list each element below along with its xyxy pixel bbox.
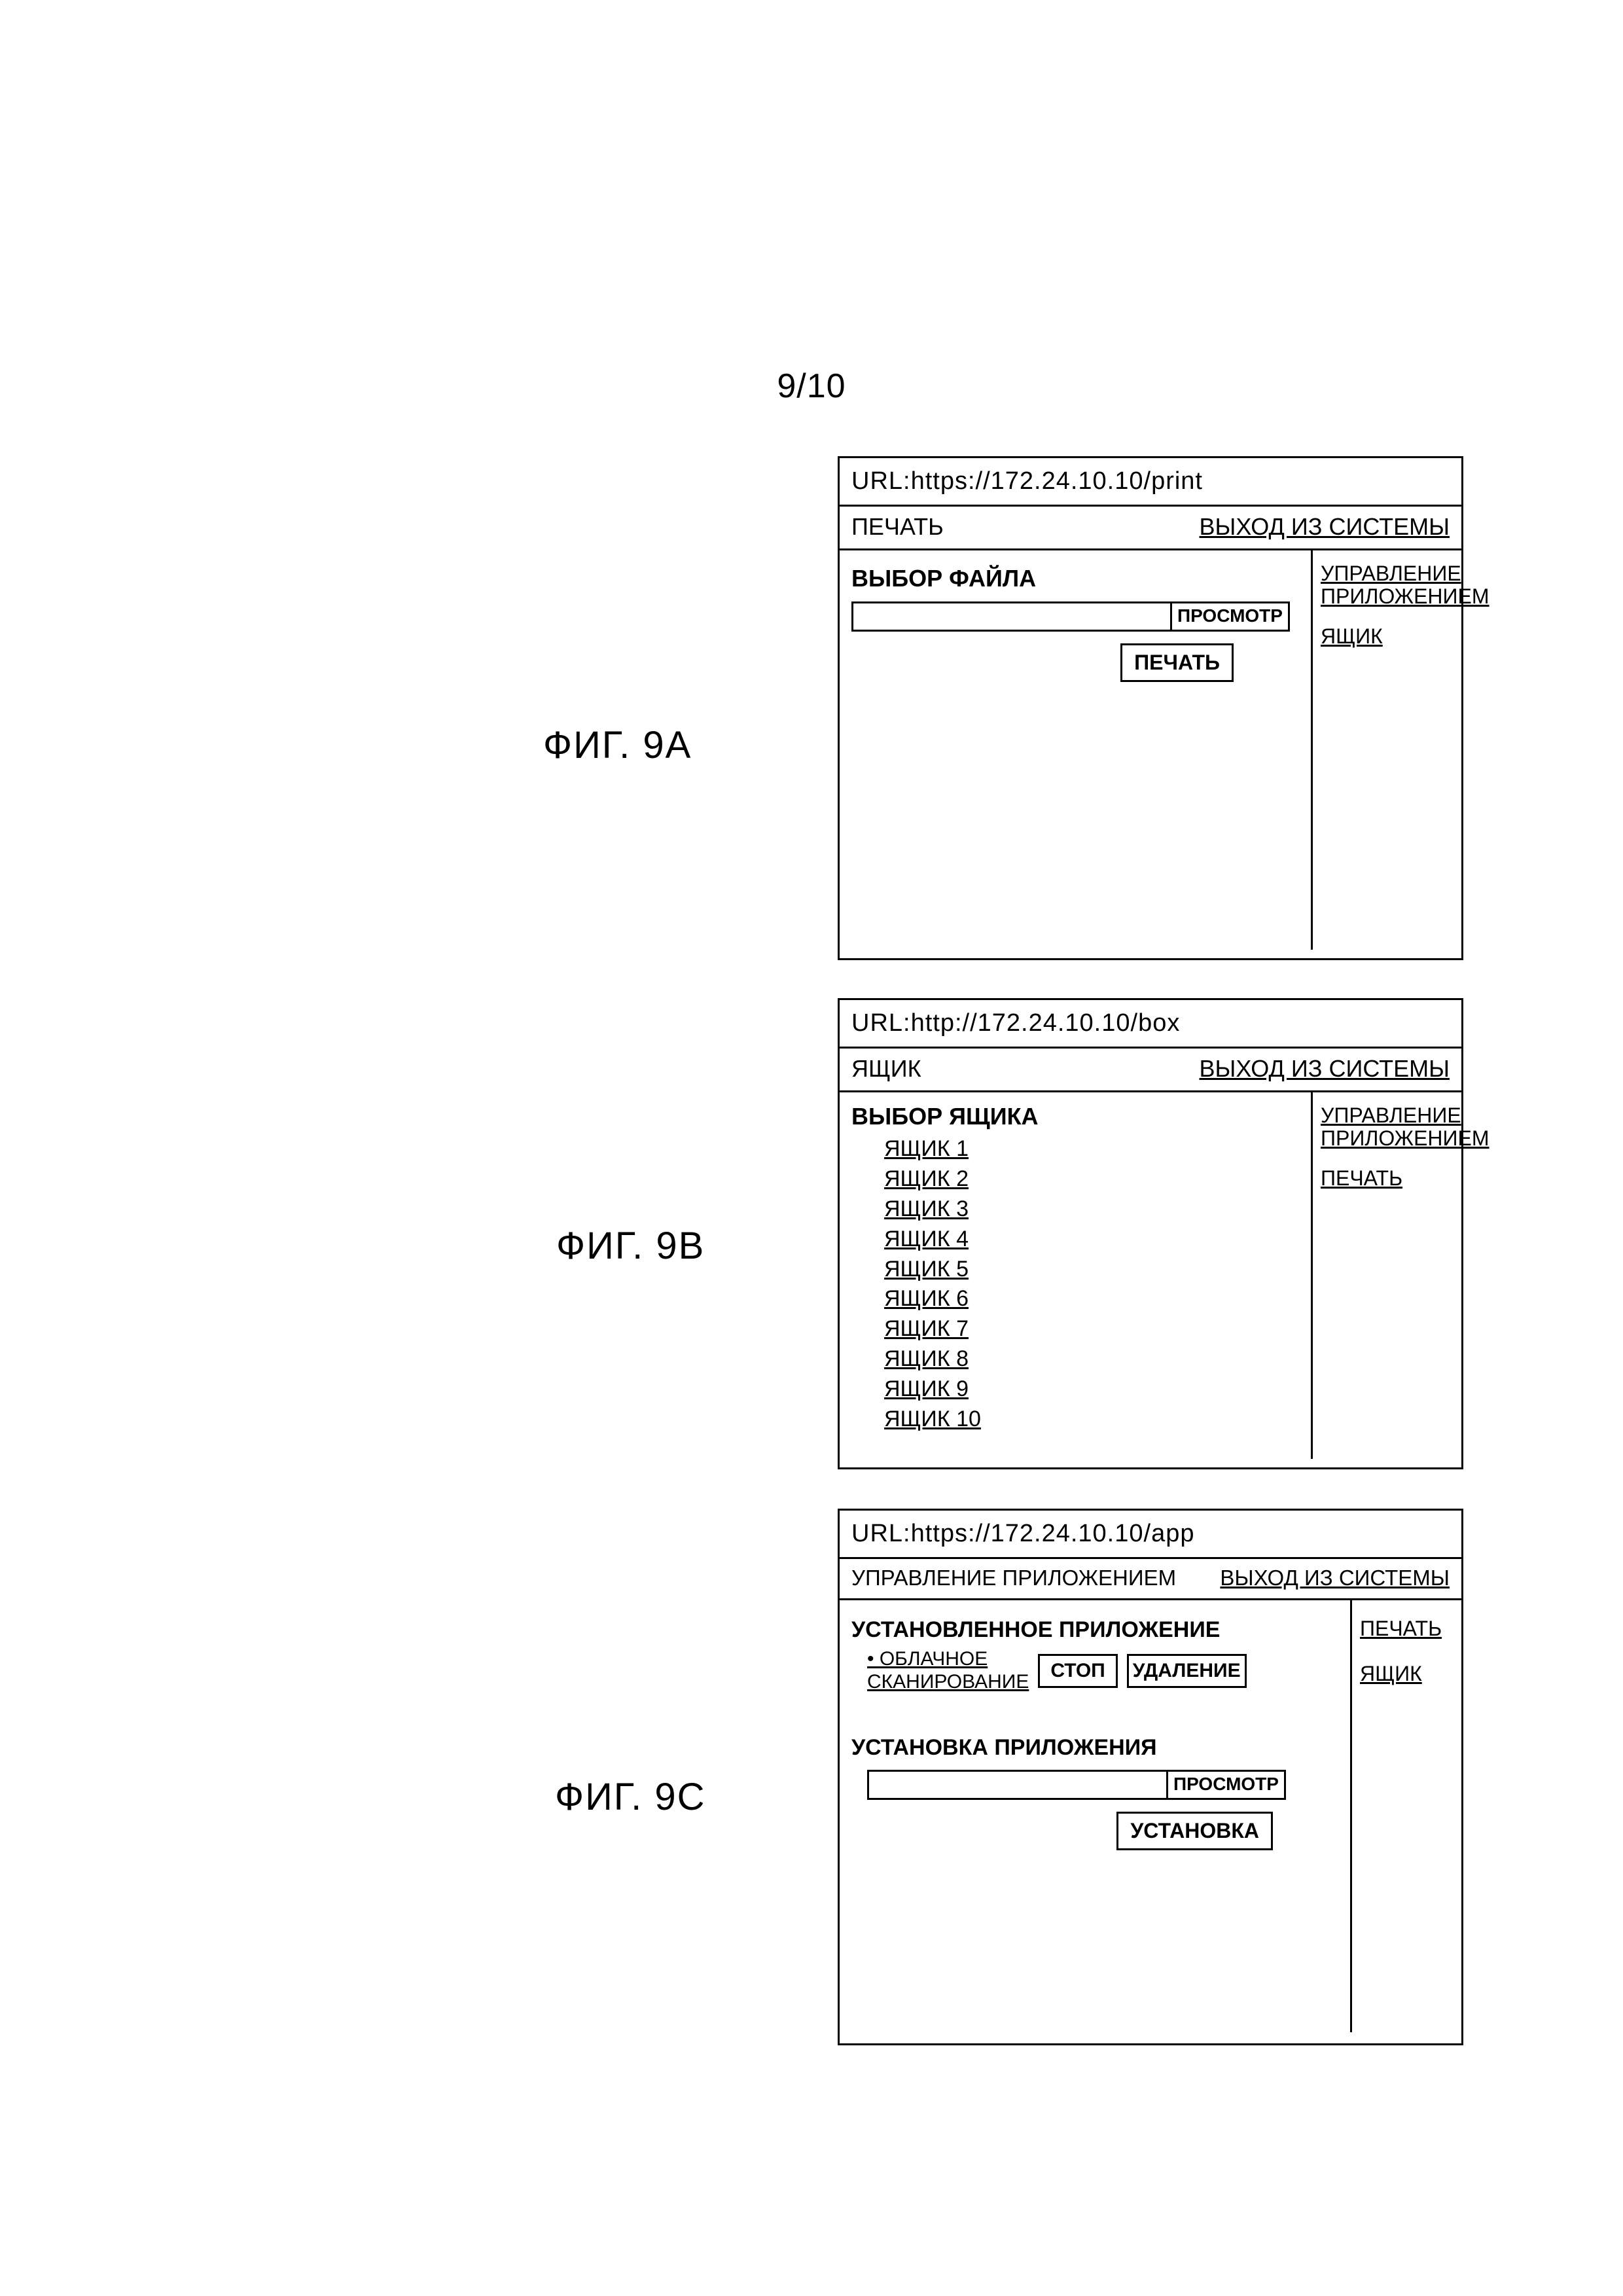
fig-9a-sidebar: УПРАВЛЕНИЕ ПРИЛОЖЕНИЕМ ЯЩИК	[1311, 550, 1461, 950]
logout-link[interactable]: ВЫХОД ИЗ СИСТЕМЫ	[1220, 1566, 1450, 1590]
stop-button[interactable]: СТОП	[1038, 1654, 1117, 1688]
logout-link[interactable]: ВЫХОД ИЗ СИСТЕМЫ	[1200, 1055, 1450, 1082]
fig-9b-label: ФИГ. 9В	[556, 1224, 705, 1268]
fig-9a-panel: URL:https://172.24.10.10/print ПЕЧАТЬ ВЫ…	[838, 456, 1463, 960]
fig-9b-title: ЯЩИК	[851, 1055, 921, 1083]
delete-button[interactable]: УДАЛЕНИЕ	[1127, 1654, 1247, 1688]
manage-app-l2: ПРИЛОЖЕНИЕМ	[1321, 584, 1489, 608]
cloud-scan-l2: СКАНИРОВАНИЕ	[867, 1671, 1029, 1693]
fig-9b-url: URL:http://172.24.10.10/box	[840, 1000, 1461, 1049]
fig-9b-main: ВЫБОР ЯЩИКА ЯЩИК 1 ЯЩИК 2 ЯЩИК 3 ЯЩИК 4 …	[840, 1092, 1311, 1459]
cloud-scan-link[interactable]: • ОБЛАЧНОЕ СКАНИРОВАНИЕ	[867, 1648, 1029, 1693]
fig-9c-main: УСТАНОВЛЕННОЕ ПРИЛОЖЕНИЕ • ОБЛАЧНОЕ СКАН…	[840, 1600, 1350, 2032]
fig-9c-url: URL:https://172.24.10.10/app	[840, 1511, 1461, 1559]
cloud-scan-l1: • ОБЛАЧНОЕ	[867, 1648, 988, 1670]
box-item-10[interactable]: ЯЩИК 10	[884, 1405, 1299, 1435]
fig-9b-panel: URL:http://172.24.10.10/box ЯЩИК ВЫХОД И…	[838, 998, 1463, 1469]
file-select-label: ВЫБОР ФАЙЛА	[851, 565, 1299, 592]
file-input[interactable]	[851, 601, 1172, 632]
box-item-2[interactable]: ЯЩИК 2	[884, 1164, 1299, 1194]
print-link[interactable]: ПЕЧАТЬ	[1321, 1166, 1402, 1190]
box-item-1[interactable]: ЯЩИК 1	[884, 1134, 1299, 1164]
box-item-6[interactable]: ЯЩИК 6	[884, 1284, 1299, 1314]
manage-app-link[interactable]: УПРАВЛЕНИЕ ПРИЛОЖЕНИЕМ	[1321, 562, 1454, 608]
fig-9c-header: УПРАВЛЕНИЕ ПРИЛОЖЕНИЕМ ВЫХОД ИЗ СИСТЕМЫ	[840, 1559, 1461, 1600]
box-item-5[interactable]: ЯЩИК 5	[884, 1255, 1299, 1285]
fig-9b-sidebar: УПРАВЛЕНИЕ ПРИЛОЖЕНИЕМ ПЕЧАТЬ	[1311, 1092, 1461, 1459]
installed-app-label: УСТАНОВЛЕННОЕ ПРИЛОЖЕНИЕ	[851, 1617, 1338, 1643]
fig-9c-label: ФИГ. 9С	[555, 1775, 705, 1819]
fig-9a-main: ВЫБОР ФАЙЛА ПРОСМОТР ПЕЧАТЬ	[840, 550, 1311, 950]
install-app-label: УСТАНОВКА ПРИЛОЖЕНИЯ	[851, 1735, 1338, 1761]
manage-app-l1: УПРАВЛЕНИЕ	[1321, 562, 1461, 585]
box-link[interactable]: ЯЩИК	[1360, 1662, 1422, 1685]
fig-9a-label: ФИГ. 9А	[543, 723, 692, 767]
page-number: 9/10	[0, 367, 1623, 406]
manage-app-l2: ПРИЛОЖЕНИЕМ	[1321, 1126, 1489, 1150]
manage-app-link[interactable]: УПРАВЛЕНИЕ ПРИЛОЖЕНИЕМ	[1321, 1104, 1454, 1150]
fig-9c-title: УПРАВЛЕНИЕ ПРИЛОЖЕНИЕМ	[851, 1566, 1176, 1590]
box-item-9[interactable]: ЯЩИК 9	[884, 1374, 1299, 1405]
box-link[interactable]: ЯЩИК	[1321, 624, 1383, 648]
box-item-7[interactable]: ЯЩИК 7	[884, 1314, 1299, 1344]
box-select-label: ВЫБОР ЯЩИКА	[851, 1103, 1299, 1130]
logout-link[interactable]: ВЫХОД ИЗ СИСТЕМЫ	[1200, 513, 1450, 540]
install-browse-button[interactable]: ПРОСМОТР	[1166, 1770, 1286, 1800]
fig-9b-header: ЯЩИК ВЫХОД ИЗ СИСТЕМЫ	[840, 1049, 1461, 1092]
box-item-3[interactable]: ЯЩИК 3	[884, 1194, 1299, 1225]
fig-9a-title: ПЕЧАТЬ	[851, 513, 944, 541]
box-list: ЯЩИК 1 ЯЩИК 2 ЯЩИК 3 ЯЩИК 4 ЯЩИК 5 ЯЩИК …	[884, 1134, 1299, 1435]
box-item-4[interactable]: ЯЩИК 4	[884, 1225, 1299, 1255]
manage-app-l1: УПРАВЛЕНИЕ	[1321, 1103, 1461, 1127]
install-file-input[interactable]	[867, 1770, 1168, 1800]
print-button[interactable]: ПЕЧАТЬ	[1120, 643, 1234, 682]
fig-9c-sidebar: ПЕЧАТЬ ЯЩИК	[1350, 1600, 1461, 2032]
fig-9a-header: ПЕЧАТЬ ВЫХОД ИЗ СИСТЕМЫ	[840, 507, 1461, 550]
install-button[interactable]: УСТАНОВКА	[1116, 1812, 1273, 1850]
fig-9a-url: URL:https://172.24.10.10/print	[840, 458, 1461, 507]
fig-9c-panel: URL:https://172.24.10.10/app УПРАВЛЕНИЕ …	[838, 1509, 1463, 2045]
box-item-8[interactable]: ЯЩИК 8	[884, 1344, 1299, 1374]
print-link[interactable]: ПЕЧАТЬ	[1360, 1617, 1442, 1640]
browse-button[interactable]: ПРОСМОТР	[1170, 601, 1290, 632]
